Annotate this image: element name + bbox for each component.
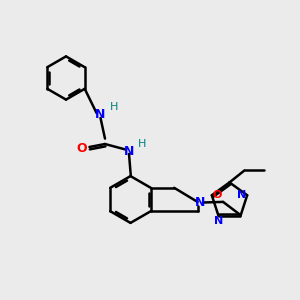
Text: N: N <box>95 107 106 121</box>
Text: N: N <box>194 196 205 209</box>
Text: H: H <box>110 102 118 112</box>
Text: H: H <box>138 139 147 149</box>
Text: N: N <box>237 190 246 200</box>
Text: N: N <box>124 145 134 158</box>
Text: O: O <box>76 142 87 155</box>
Text: O: O <box>212 190 222 200</box>
Text: N: N <box>214 216 223 226</box>
